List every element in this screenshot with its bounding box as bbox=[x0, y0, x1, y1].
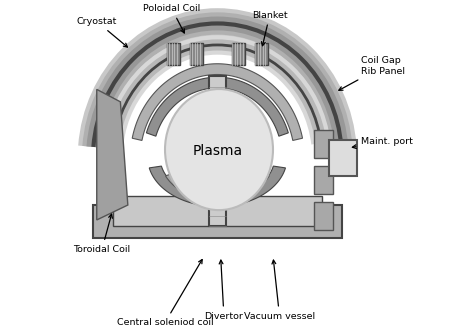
Bar bbox=[93, 205, 342, 238]
Text: Poloidal Coil: Poloidal Coil bbox=[143, 4, 200, 33]
Bar bbox=[167, 43, 180, 64]
Text: Coil Gap
Rib Panel: Coil Gap Rib Panel bbox=[339, 56, 405, 90]
Ellipse shape bbox=[165, 89, 273, 210]
Polygon shape bbox=[97, 89, 128, 220]
Text: Blanket: Blanket bbox=[252, 11, 288, 46]
Text: Maint. port: Maint. port bbox=[352, 137, 413, 148]
Polygon shape bbox=[146, 77, 288, 136]
Text: Central soleniod coil: Central soleniod coil bbox=[117, 259, 213, 327]
Text: Toroidal Coil: Toroidal Coil bbox=[73, 214, 130, 254]
Polygon shape bbox=[132, 64, 302, 141]
Polygon shape bbox=[149, 166, 285, 207]
Bar bbox=[255, 43, 268, 64]
Bar bbox=[314, 130, 333, 158]
Bar bbox=[314, 202, 333, 230]
Bar bbox=[329, 140, 357, 176]
Text: Divertor: Divertor bbox=[204, 260, 243, 320]
Polygon shape bbox=[165, 172, 269, 201]
Bar bbox=[232, 43, 245, 64]
Text: Cryostat: Cryostat bbox=[77, 17, 128, 47]
Bar bbox=[209, 76, 226, 226]
Bar bbox=[190, 43, 203, 64]
Bar bbox=[113, 196, 322, 226]
Bar bbox=[314, 166, 333, 194]
Text: Plasma: Plasma bbox=[192, 144, 242, 158]
Text: Vacuum vessel: Vacuum vessel bbox=[244, 260, 315, 320]
